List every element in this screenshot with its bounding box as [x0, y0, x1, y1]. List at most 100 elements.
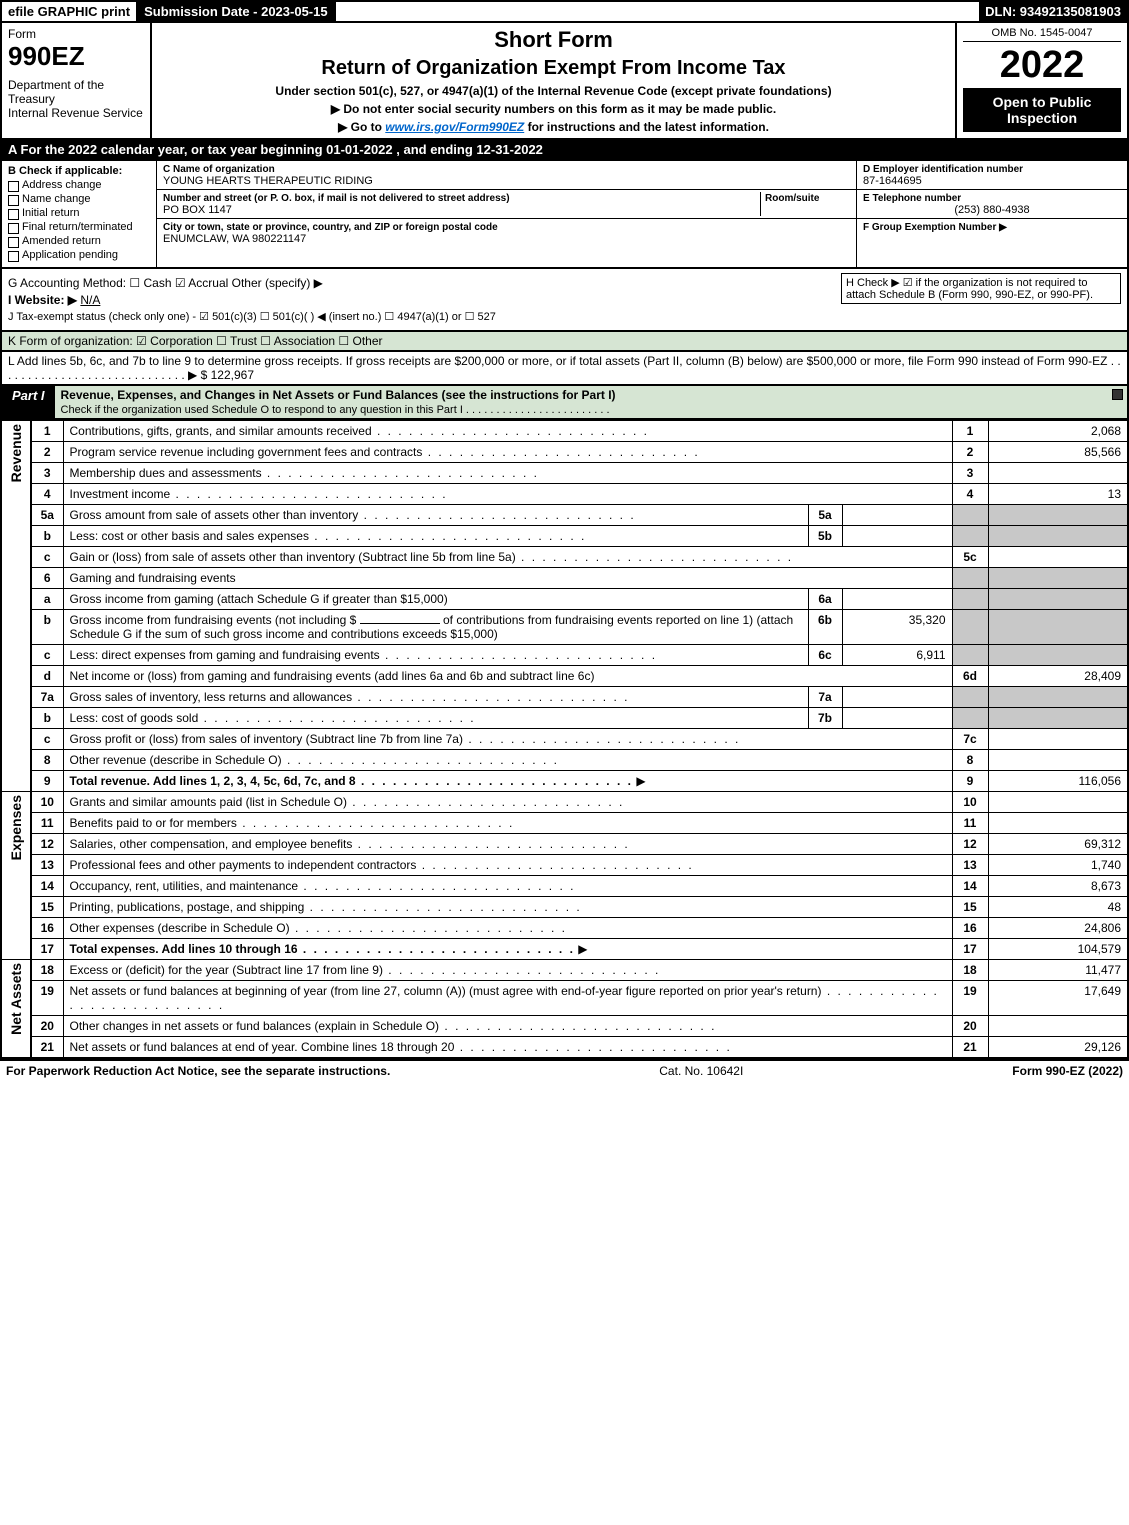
- ln15-num: 15: [952, 897, 988, 918]
- ln9-num: 9: [952, 771, 988, 792]
- row-k: K Form of organization: ☑ Corporation ☐ …: [0, 332, 1129, 352]
- dept-text: Department of the Treasury Internal Reve…: [8, 78, 144, 120]
- ln18-num: 18: [952, 960, 988, 981]
- section-h: H Check ▶ ☑ if the organization is not r…: [841, 273, 1121, 304]
- ln11-desc: Benefits paid to or for members: [70, 816, 515, 830]
- ln19-amt: 17,649: [988, 981, 1128, 1016]
- ln21-num: 21: [952, 1037, 988, 1059]
- ln14-desc: Occupancy, rent, utilities, and maintena…: [70, 879, 576, 893]
- main-title: Return of Organization Exempt From Incom…: [158, 57, 949, 80]
- ln15-amt: 48: [988, 897, 1128, 918]
- ln16-amt: 24,806: [988, 918, 1128, 939]
- ln14: 14: [31, 876, 63, 897]
- ln17-num: 17: [952, 939, 988, 960]
- header-bar: efile GRAPHIC print Submission Date - 20…: [0, 0, 1129, 23]
- street-label: Number and street (or P. O. box, if mail…: [163, 193, 510, 204]
- footer-right: Form 990-EZ (2022): [1012, 1064, 1123, 1078]
- ln8: 8: [31, 750, 63, 771]
- org-name-label: C Name of organization: [163, 164, 275, 175]
- expenses-sidebar: Expenses: [1, 792, 31, 960]
- ln5a-subamt: [842, 505, 952, 526]
- ln2-desc: Program service revenue including govern…: [70, 445, 700, 459]
- ln12: 12: [31, 834, 63, 855]
- ln21: 21: [31, 1037, 63, 1059]
- section-ghij: H Check ▶ ☑ if the organization is not r…: [0, 269, 1129, 332]
- ln5a-sub: 5a: [808, 505, 842, 526]
- ln7c-num: 7c: [952, 729, 988, 750]
- ln5c-num: 5c: [952, 547, 988, 568]
- ln14-amt: 8,673: [988, 876, 1128, 897]
- ln6b-subamt: 35,320: [842, 610, 952, 645]
- part1-check-line: Check if the organization used Schedule …: [61, 404, 610, 416]
- ln20-desc: Other changes in net assets or fund bala…: [70, 1019, 717, 1033]
- part1-tag: Part I: [2, 386, 55, 418]
- ln5b-subamt: [842, 526, 952, 547]
- city-label: City or town, state or province, country…: [163, 222, 498, 233]
- ln6b-desc: Gross income from fundraising events (no…: [63, 610, 808, 645]
- ln11-amt: [988, 813, 1128, 834]
- row-a-taxyear: A For the 2022 calendar year, or tax yea…: [0, 140, 1129, 161]
- phone-cell: E Telephone number (253) 880-4938: [857, 190, 1127, 219]
- chk-amended-return[interactable]: Amended return: [8, 235, 150, 247]
- ln13: 13: [31, 855, 63, 876]
- chk-address-change[interactable]: Address change: [8, 179, 150, 191]
- ln5c-desc: Gain or (loss) from sale of assets other…: [70, 550, 794, 564]
- ein-value: 87-1644695: [863, 175, 922, 187]
- ln4: 4: [31, 484, 63, 505]
- chk-final-return[interactable]: Final return/terminated: [8, 221, 150, 233]
- ln13-desc: Professional fees and other payments to …: [70, 858, 694, 872]
- ln8-desc: Other revenue (describe in Schedule O): [70, 753, 559, 767]
- part1-title: Revenue, Expenses, and Changes in Net As…: [55, 386, 1107, 418]
- ln16-desc: Other expenses (describe in Schedule O): [70, 921, 568, 935]
- footer-left: For Paperwork Reduction Act Notice, see …: [6, 1064, 390, 1078]
- subtitle-3: ▶ Go to www.irs.gov/Form990EZ for instru…: [158, 120, 949, 134]
- ln7a-subamt: [842, 687, 952, 708]
- ln17-desc: Total expenses. Add lines 10 through 16: [70, 942, 575, 956]
- ln4-desc: Investment income: [70, 487, 448, 501]
- main-info: B Check if applicable: Address change Na…: [0, 161, 1129, 269]
- chk-name-change[interactable]: Name change: [8, 193, 150, 205]
- ln15: 15: [31, 897, 63, 918]
- phone-label: E Telephone number: [863, 193, 961, 204]
- ln2-num: 2: [952, 442, 988, 463]
- ln6a-subamt: [842, 589, 952, 610]
- website-value: N/A: [80, 293, 100, 307]
- revenue-label: Revenue: [8, 424, 24, 482]
- ln5c: c: [31, 547, 63, 568]
- ln10-num: 10: [952, 792, 988, 813]
- ln16: 16: [31, 918, 63, 939]
- ein-label: D Employer identification number: [863, 164, 1023, 175]
- ln14-num: 14: [952, 876, 988, 897]
- ln6a: a: [31, 589, 63, 610]
- dln: DLN: 93492135081903: [979, 2, 1127, 21]
- ln10-amt: [988, 792, 1128, 813]
- part1-checkbox[interactable]: [1112, 389, 1123, 400]
- ln20-num: 20: [952, 1016, 988, 1037]
- chk-application-pending[interactable]: Application pending: [8, 249, 150, 261]
- efile-print[interactable]: efile GRAPHIC print: [2, 2, 138, 21]
- ln19: 19: [31, 981, 63, 1016]
- ln17-amt: 104,579: [988, 939, 1128, 960]
- ln8-num: 8: [952, 750, 988, 771]
- section-de: D Employer identification number 87-1644…: [857, 161, 1127, 267]
- ln7b-sub: 7b: [808, 708, 842, 729]
- ln6b-d1: Gross income from fundraising events (no…: [70, 613, 357, 627]
- ln3: 3: [31, 463, 63, 484]
- ln1-desc: Contributions, gifts, grants, and simila…: [70, 424, 650, 438]
- title-center: Short Form Return of Organization Exempt…: [152, 23, 957, 138]
- row-l-value: 122,967: [211, 368, 254, 382]
- ln3-amt: [988, 463, 1128, 484]
- section-j: J Tax-exempt status (check only one) - ☑…: [8, 310, 1121, 323]
- city-cell: City or town, state or province, country…: [157, 219, 856, 247]
- ln15-desc: Printing, publications, postage, and shi…: [70, 900, 582, 914]
- chk-initial-return[interactable]: Initial return: [8, 207, 150, 219]
- irs-link[interactable]: www.irs.gov/Form990EZ: [385, 120, 524, 134]
- row-l: L Add lines 5b, 6c, and 7b to line 9 to …: [0, 352, 1129, 386]
- ln17: 17: [31, 939, 63, 960]
- ln5a: 5a: [31, 505, 63, 526]
- ln6a-desc: Gross income from gaming (attach Schedul…: [63, 589, 808, 610]
- netassets-label: Net Assets: [8, 963, 24, 1035]
- ln4-amt: 13: [988, 484, 1128, 505]
- group-exempt-label: F Group Exemption Number ▶: [863, 222, 1007, 233]
- omb-number: OMB No. 1545-0047: [963, 27, 1121, 42]
